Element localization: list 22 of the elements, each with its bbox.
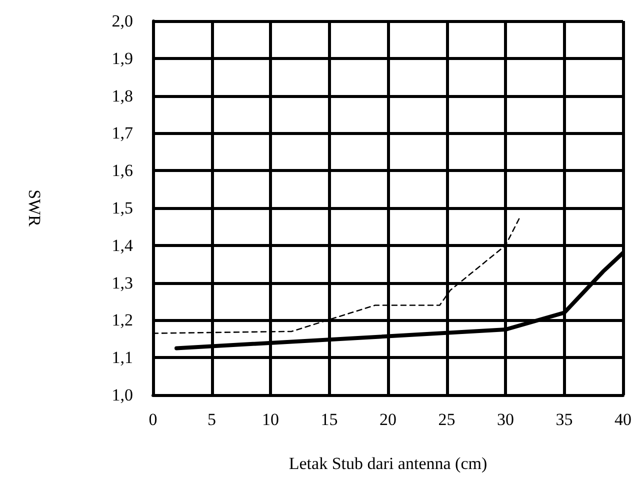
x-axis-title: Letak Stub dari antenna (cm)	[288, 454, 488, 473]
y-axis-title: SWR	[25, 190, 44, 228]
y-tick-label: 1,7	[112, 124, 134, 143]
x-tick-label: 15	[320, 410, 338, 429]
x-tick-label: 5	[208, 410, 216, 429]
x-tick-label: 30	[497, 410, 514, 429]
y-tick-label: 1,2	[112, 310, 133, 330]
x-tick-label: 35	[556, 410, 573, 429]
y-tick-label: 1,5	[112, 198, 133, 218]
y-tick-label: 1,6	[112, 161, 133, 180]
y-tick-label: 1,9	[112, 48, 133, 68]
x-tick-label: 20	[380, 410, 396, 429]
x-tick-label: 10	[262, 410, 279, 429]
y-tick-label: 1,4	[112, 236, 134, 255]
x-tick-label: 25	[438, 410, 456, 429]
y-tick-label: 1,8	[112, 86, 133, 106]
y-tick-label: 2,0	[112, 12, 133, 30]
y-tick-label: 1,1	[112, 348, 133, 368]
y-tick-label: 1,3	[112, 273, 133, 292]
x-tick-label: 40	[614, 410, 632, 429]
x-tick-label: 0	[148, 410, 158, 429]
y-tick-label: 1,0	[112, 386, 133, 404]
